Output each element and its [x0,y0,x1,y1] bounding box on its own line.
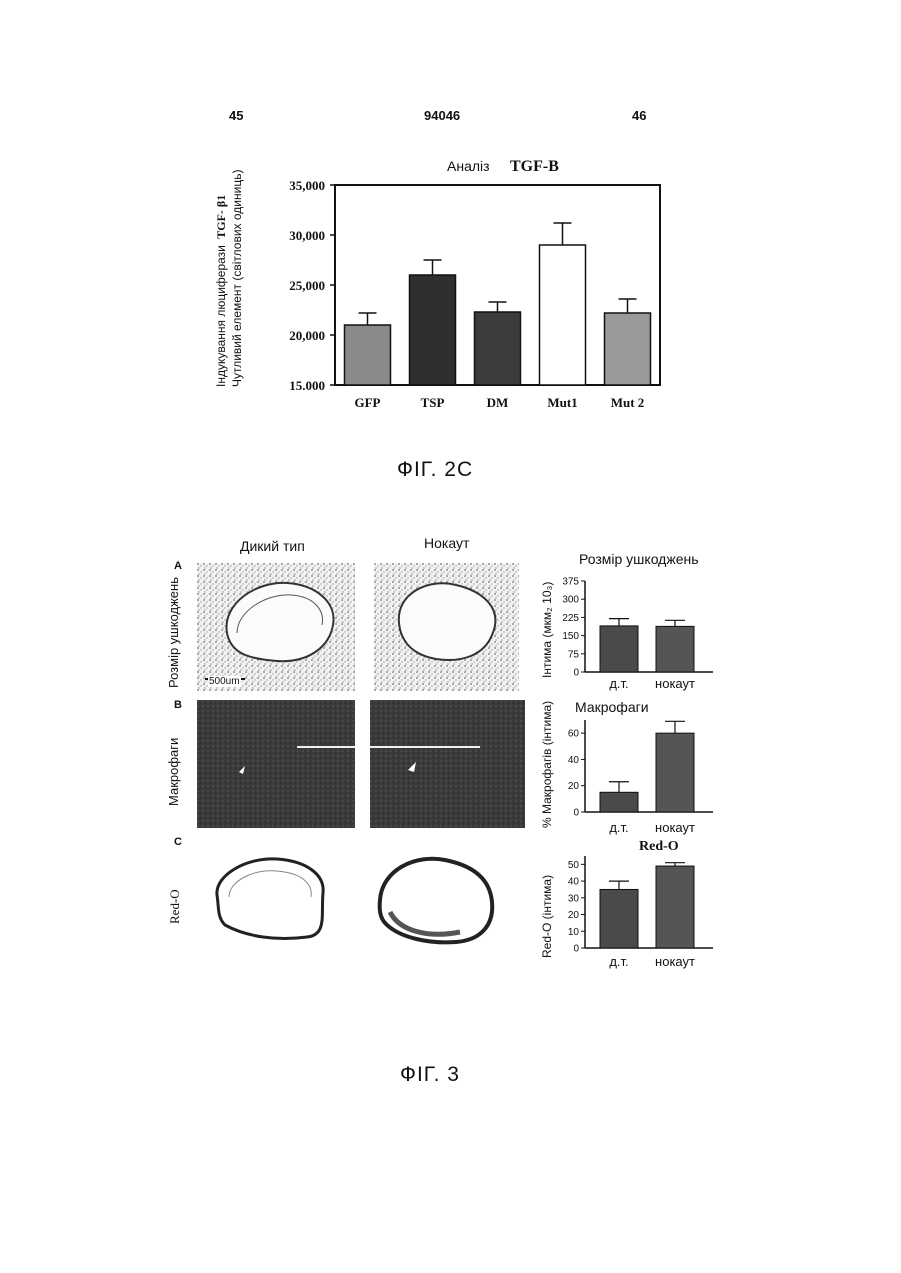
fig3-bar [656,733,694,812]
chart-redo-title: Red-O [639,839,679,854]
fig3-bar [656,626,694,672]
fig3-ytick-label: 20 [568,910,580,921]
fig3-bar [600,626,638,672]
fig3-ytick-label: 375 [562,577,579,588]
fig2c-category-label: Mut 2 [611,395,645,410]
fig3-ytick-label: 0 [573,944,579,955]
fig3-ytick-label: 30 [568,893,580,904]
fig3-caption: ФІГ. 3 [400,1063,460,1087]
fig2c-ylabel-line2: Чутливий елемент (світлових одиниць) [230,170,244,387]
fig2c-bar [540,245,586,385]
micrograph-a-knockout [374,563,519,691]
svg-text:Індукування люциферази T: Індукування люциферази TGF- β1 [214,195,228,387]
fig2c-bar [345,325,391,385]
panel-b-label: Макрофаги [166,706,181,806]
fig3-col-wild-type: Дикий тип [240,538,305,554]
fig3-ytick-label: 150 [562,631,579,642]
panel-c-label: Red-O [167,864,183,924]
patent-number: 94046 [424,108,460,123]
fig3-ytick-label: 20 [568,781,580,792]
fig3-ytick-label: 75 [568,649,580,660]
fig2c-chart: Аналіз TGF-В Індукування люциферази TGF-… [195,145,695,430]
fig3-ytick-label: 40 [568,755,580,766]
fig2c-category-label: TSP [421,395,445,410]
micrograph-b-knockout [370,700,525,828]
fig3-category-label: д.т. [609,954,628,969]
fig3-category-label: нокаут [655,676,695,691]
panel-a-label: Розмір ушкоджень [166,558,181,688]
fig2c-ytick-label: 35,000 [289,178,325,193]
fig2c-ytick-label: 30,000 [289,228,325,243]
fig3-bar [600,792,638,812]
fig2c-ylabel-bold: TGF- β1 [214,195,228,239]
fig3-ytick-label: 300 [562,595,579,606]
fig2c-bar [475,312,521,385]
fig2c-bar [410,275,456,385]
fig2c-category-label: GFP [355,395,381,410]
fig3-ytick-label: 0 [573,668,579,679]
fig2c-category-label: DM [487,395,509,410]
fig3-col-knockout: Нокаут [424,535,469,551]
fig3-chart-lesion: Розмір ушкоджень Інтима (мкм₂ 10₃) 0 75 15… [535,548,735,693]
chart-macrophage-title: Макрофаги [575,699,649,715]
fig3-ytick-label: 40 [568,877,580,888]
chart-lesion-ylabel: Інтима (мкм₂ 10₃) [540,582,554,678]
fig3-category-label: нокаут [655,820,695,835]
micrograph-c-wild [197,845,355,955]
fig2c-ytick-label: 20,000 [289,328,325,343]
micrograph-a-wild [197,563,355,691]
fig3-bar [656,866,694,948]
fig3-ytick-label: 60 [568,729,580,740]
chart-lesion-title: Розмір ушкоджень [579,551,699,567]
micrograph-b-wild [197,700,355,828]
scale-bar-label: 500um [208,676,241,687]
fig2c-bar [605,313,651,385]
micrograph-c-knockout [370,840,520,960]
panel-c-letter: C [174,836,182,848]
fig3-category-label: д.т. [609,820,628,835]
chart-redo-ylabel: Red-O (інтима) [540,875,554,958]
fig3-ytick-label: 225 [562,613,579,624]
fig2c-ytick-label: 15.000 [289,378,325,393]
fig2c-ytick-label: 25,000 [289,278,325,293]
fig3-category-label: д.т. [609,676,628,691]
fig3-bar [600,889,638,948]
fig3-category-label: нокаут [655,954,695,969]
page-number-left: 45 [229,108,243,123]
fig3-ytick-label: 0 [573,808,579,819]
fig3-ytick-label: 10 [568,927,580,938]
page-number-right: 46 [632,108,646,123]
fig2c-title-prefix: Аналіз [447,158,490,174]
fig3-chart-redo: Red-O Red-O (інтима) 0 10 20 30 40 50 д.т. нока… [535,836,735,976]
fig2c-ylabel-prefix: Індукування люциферази [214,245,228,387]
fig3-chart-macrophage: Макрофаги % Макрофагів (інтима) 0 20 40 60 д… [535,698,735,840]
fig2c-category-label: Mut1 [547,395,577,410]
fig2c-caption: ФІГ. 2С [397,458,473,482]
fig2c-title-bold: TGF-В [510,158,559,175]
fig3-ytick-label: 50 [568,860,580,871]
chart-macrophage-ylabel: % Макрофагів (інтима) [540,701,554,828]
